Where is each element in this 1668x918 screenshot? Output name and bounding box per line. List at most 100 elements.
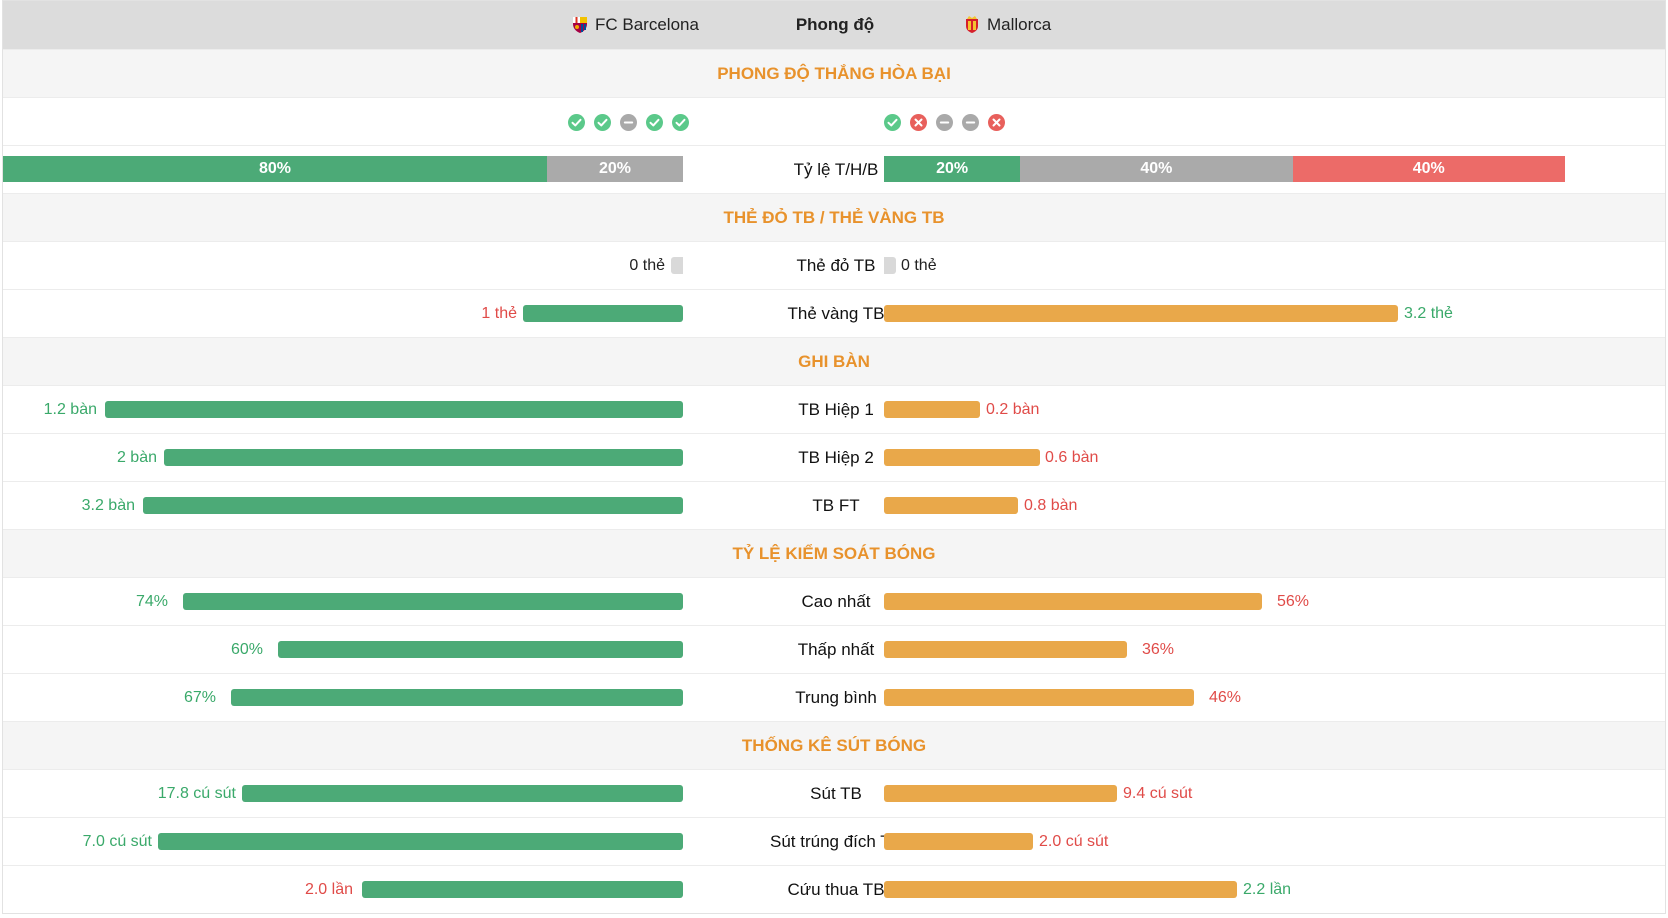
away-ratio-draw-segment: 40% bbox=[1020, 156, 1293, 182]
home-team-name: FC Barcelona bbox=[595, 15, 699, 34]
home-team[interactable]: FC Barcelona bbox=[571, 15, 699, 35]
win-check-icon bbox=[594, 114, 611, 131]
section-cards-title: THẺ ĐỎ TB / THẺ VÀNG TB bbox=[3, 193, 1665, 241]
win-check-icon bbox=[884, 114, 901, 131]
home-form-icons bbox=[568, 114, 689, 131]
away-possession-bar bbox=[884, 689, 1194, 706]
away-shots-bar bbox=[884, 881, 1237, 898]
home-goals-bar bbox=[164, 449, 683, 466]
away-yellow-card-value: 3.2 thẻ bbox=[1404, 305, 1453, 322]
away-goals-value: 0.8 bàn bbox=[1024, 497, 1078, 514]
draw-dash-icon bbox=[620, 114, 637, 131]
away-goals-bar bbox=[884, 497, 1018, 514]
barcelona-crest-icon bbox=[573, 17, 587, 33]
home-shots-value: 2.0 lần bbox=[304, 881, 353, 898]
possession-label: Trung bình bbox=[795, 688, 877, 707]
away-shots-bar bbox=[884, 785, 1117, 802]
home-ratio-draw-segment: 20% bbox=[547, 156, 683, 182]
shots-label: Sút trúng đích TB bbox=[770, 832, 902, 851]
away-possession-bar bbox=[884, 593, 1262, 610]
home-shots-bar bbox=[242, 785, 683, 802]
home-goals-value: 3.2 bàn bbox=[81, 497, 135, 514]
away-goals-value: 0.2 bàn bbox=[986, 401, 1040, 418]
away-team-name: Mallorca bbox=[987, 15, 1052, 34]
shots-row: 17.8 cú sút Sút TB 9.4 cú sút bbox=[3, 769, 1665, 817]
home-shots-bar bbox=[158, 833, 683, 850]
away-goals-bar bbox=[884, 401, 980, 418]
mallorca-crest-icon bbox=[966, 16, 978, 33]
home-ratio-win-segment: 80% bbox=[3, 156, 547, 182]
away-shots-value: 2.0 cú sút bbox=[1039, 833, 1109, 850]
red-card-row: 0 thẻ Thẻ đỏ TB 0 thẻ bbox=[3, 241, 1665, 289]
away-possession-value: 56% bbox=[1277, 593, 1310, 610]
home-yellow-card-value: 1 thẻ bbox=[481, 305, 517, 322]
away-ratio-bar: 20% 40% 40% bbox=[884, 156, 1565, 182]
page-title: Phong độ bbox=[795, 15, 875, 34]
home-red-card-bar bbox=[671, 257, 683, 274]
possession-row: 74% Cao nhất 56% bbox=[3, 577, 1665, 625]
win-check-icon bbox=[672, 114, 689, 131]
goals-label: TB Hiệp 2 bbox=[798, 448, 874, 467]
header-bar: FC Barcelona Phong độ Mallorca bbox=[3, 1, 1665, 49]
goals-label: TB Hiệp 1 bbox=[798, 400, 874, 419]
goals-label: TB FT bbox=[812, 496, 860, 515]
home-red-card-value: 0 thẻ bbox=[629, 257, 665, 274]
section-possession-title: TỶ LỆ KIỂM SOÁT BÓNG bbox=[3, 529, 1665, 577]
shots-label: Cứu thua TB bbox=[787, 880, 885, 899]
shots-label: Sút TB bbox=[810, 784, 862, 803]
away-team[interactable]: Mallorca bbox=[963, 15, 1051, 35]
section-goals-title: GHI BÀN bbox=[3, 337, 1665, 385]
home-possession-bar bbox=[278, 641, 683, 658]
yellow-card-row: 1 thẻ Thẻ vàng TB 3.2 thẻ bbox=[3, 289, 1665, 337]
possession-row: 67% Trung bình 46% bbox=[3, 673, 1665, 721]
yellow-card-label: Thẻ vàng TB bbox=[787, 304, 885, 323]
away-shots-value: 9.4 cú sút bbox=[1123, 785, 1193, 802]
away-possession-value: 36% bbox=[1142, 641, 1175, 658]
section-shots-title: THỐNG KÊ SÚT BÓNG bbox=[3, 721, 1665, 769]
away-goals-value: 0.6 bàn bbox=[1045, 449, 1099, 466]
section-form-title: PHONG ĐỘ THẮNG HÒA BẠI bbox=[3, 49, 1665, 97]
possession-label: Cao nhất bbox=[801, 592, 871, 611]
home-shots-value: 17.8 cú sút bbox=[157, 785, 236, 802]
home-ratio-bar: 80% 20% bbox=[3, 156, 683, 182]
home-goals-bar bbox=[143, 497, 683, 514]
draw-dash-icon bbox=[962, 114, 979, 131]
shots-row: 2.0 lần Cứu thua TB 2.2 lần bbox=[3, 865, 1665, 913]
away-shots-value: 2.2 lần bbox=[1243, 881, 1292, 898]
home-goals-value: 2 bàn bbox=[116, 449, 157, 466]
home-goals-bar bbox=[105, 401, 683, 418]
away-possession-bar bbox=[884, 641, 1127, 658]
home-possession-bar bbox=[231, 689, 683, 706]
away-form-icons bbox=[884, 114, 1005, 131]
away-ratio-loss-segment: 40% bbox=[1292, 156, 1565, 182]
home-possession-value: 74% bbox=[135, 593, 168, 610]
goals-row: 3.2 bàn TB FT 0.8 bàn bbox=[3, 481, 1665, 529]
away-ratio-win-segment: 20% bbox=[884, 156, 1021, 182]
loss-x-icon bbox=[910, 114, 927, 131]
draw-dash-icon bbox=[936, 114, 953, 131]
home-goals-value: 1.2 bàn bbox=[43, 401, 97, 418]
home-shots-bar bbox=[362, 881, 683, 898]
possession-label: Thấp nhất bbox=[797, 640, 875, 659]
form-results-row bbox=[3, 97, 1665, 145]
loss-x-icon bbox=[988, 114, 1005, 131]
possession-row: 60% Thấp nhất 36% bbox=[3, 625, 1665, 673]
away-goals-bar bbox=[884, 449, 1040, 466]
away-shots-bar bbox=[884, 833, 1033, 850]
home-possession-value: 67% bbox=[183, 689, 216, 706]
away-yellow-card-bar bbox=[884, 305, 1398, 322]
home-yellow-card-bar bbox=[523, 305, 683, 322]
ratio-label: Tỷ lệ T/H/B bbox=[793, 160, 879, 179]
home-possession-value: 60% bbox=[230, 641, 263, 658]
goals-row: 2 bàn TB Hiệp 2 0.6 bàn bbox=[3, 433, 1665, 481]
away-red-card-bar bbox=[884, 257, 896, 274]
win-check-icon bbox=[568, 114, 585, 131]
away-red-card-value: 0 thẻ bbox=[901, 257, 937, 274]
red-card-label: Thẻ đỏ TB bbox=[796, 256, 876, 275]
goals-row: 1.2 bàn TB Hiệp 1 0.2 bàn bbox=[3, 385, 1665, 433]
form-ratio-row: 80% 20% Tỷ lệ T/H/B 20% 40% 40% bbox=[3, 145, 1665, 193]
home-shots-value: 7.0 cú sút bbox=[82, 833, 152, 850]
shots-row: 7.0 cú sút Sút trúng đích TB 2.0 cú sút bbox=[3, 817, 1665, 865]
